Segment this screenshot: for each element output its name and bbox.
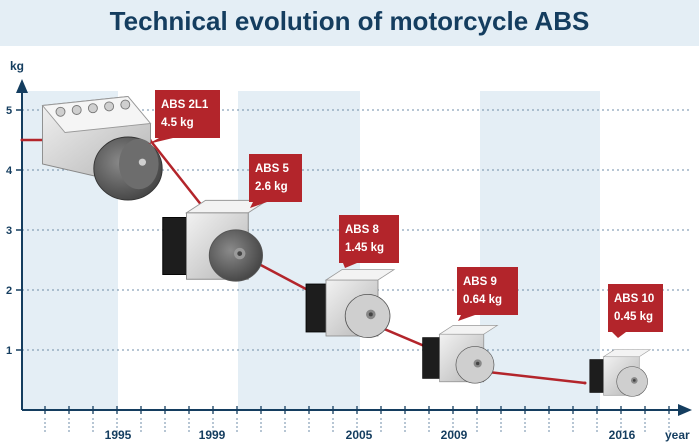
abs-label-box: [249, 154, 302, 202]
y-tick-labels: 1 2 3 4 5: [6, 105, 22, 357]
y-tick-label: 1: [6, 345, 12, 357]
abs-label-pointer: [343, 263, 357, 268]
data-point: [20, 138, 24, 142]
y-tick-label: 5: [6, 105, 12, 117]
abs-label-name: ABS 9: [463, 276, 497, 288]
abs-label-name: ABS 2L1: [161, 99, 209, 111]
abs-unit-image: [422, 325, 499, 384]
abs-unit-image: [162, 199, 269, 282]
abs-label-weight: 0.45 kg: [614, 311, 653, 323]
x-tick-label: 2016: [609, 428, 636, 442]
x-tick-labels: 1995 1999 2005 2009 2016: [105, 428, 636, 442]
abs-label-name: ABS 5: [255, 163, 289, 175]
abs-label-pointer: [148, 138, 173, 144]
y-tick-label: 3: [6, 225, 12, 237]
abs-label: ABS 8 1.45 kg: [339, 215, 399, 268]
abs-unit-illustrations: [41, 96, 652, 397]
y-tick-label: 4: [6, 165, 13, 177]
abs-label-pointer: [458, 315, 475, 321]
abs-label-pointer: [250, 202, 267, 208]
abs-label-box: [155, 90, 220, 138]
abs-unit-image: [305, 269, 396, 339]
x-minor-ticks: [44, 406, 670, 432]
chart-title: Technical evolution of motorcycle ABS: [109, 6, 590, 36]
y-tick-label: 2: [6, 285, 12, 297]
abs-label: ABS 2L1 4.5 kg: [148, 90, 220, 144]
x-tick-label: 2005: [346, 428, 373, 442]
y-axis-arrow: [16, 79, 28, 93]
x-tick-label: 1995: [105, 428, 132, 442]
abs-label-box: [457, 267, 518, 315]
abs-label-weight: 0.64 kg: [463, 294, 502, 306]
abs-label-weight: 2.6 kg: [255, 181, 288, 193]
abs-unit-image: [41, 96, 163, 201]
abs-label-box: [608, 284, 663, 332]
year-band: [480, 91, 600, 410]
title-bar: [0, 0, 699, 46]
data-point: [583, 381, 587, 385]
abs-label: ABS 10 0.45 kg: [608, 284, 663, 338]
abs-unit-image: [589, 349, 652, 397]
chart-svg: kg year 1 2 3 4 5 1995 1999 2005 2009 2016 ABS 2…: [6, 59, 692, 442]
abs-label-weight: 1.45 kg: [345, 242, 384, 254]
x-tick-label: 2009: [441, 428, 468, 442]
x-tick-label: 1999: [199, 428, 226, 442]
abs-label-box: [339, 215, 399, 263]
abs-label-pointer: [612, 332, 626, 338]
y-axis-label: kg: [10, 59, 24, 73]
axes: kg year: [10, 59, 692, 442]
abs-label: ABS 5 2.6 kg: [249, 154, 302, 208]
abs-label-name: ABS 10: [614, 293, 654, 305]
abs-label-name: ABS 8: [345, 224, 379, 236]
abs-label-weight: 4.5 kg: [161, 117, 194, 129]
abs-label: ABS 9 0.64 kg: [457, 267, 518, 321]
x-axis-label: year: [665, 428, 690, 442]
x-axis-arrow: [678, 404, 692, 416]
